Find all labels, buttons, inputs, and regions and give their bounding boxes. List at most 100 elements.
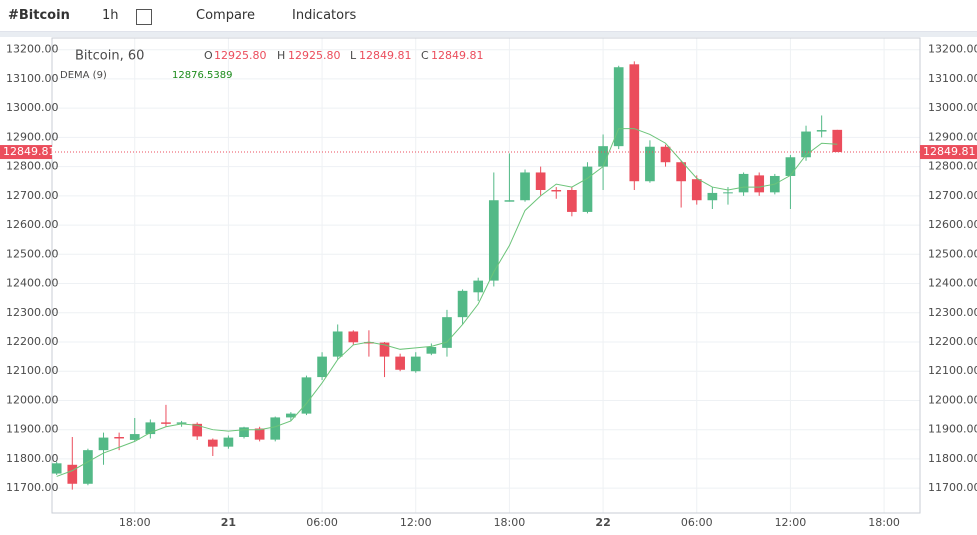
candle-body xyxy=(114,437,124,439)
low-key: L xyxy=(350,49,357,62)
candle-body xyxy=(707,192,718,201)
x-tick-label: 22 xyxy=(595,516,610,529)
candle-body xyxy=(691,179,702,201)
y-tick-label-right: 12200.00 xyxy=(928,335,977,348)
chart-type-icon[interactable] xyxy=(136,9,152,25)
indicator-value: 12876.5389 xyxy=(172,70,232,81)
candle-body xyxy=(83,450,93,484)
candle-body xyxy=(473,280,484,293)
y-tick-label-right: 12400.00 xyxy=(928,277,977,290)
candle-body xyxy=(504,200,515,202)
x-tick-label: 21 xyxy=(221,516,236,529)
y-tick-label: 11800.00 xyxy=(6,452,59,465)
close-key: C xyxy=(421,49,429,62)
candle-body xyxy=(442,317,452,348)
compare[interactable]: Compare xyxy=(196,8,255,23)
close-value: 12849.81 xyxy=(431,49,484,62)
x-tick-label: 06:00 xyxy=(306,516,338,529)
last-price-box xyxy=(0,145,52,160)
candle-body xyxy=(317,356,327,378)
indicator-name: DEMA (9) xyxy=(60,70,107,81)
y-tick-label-right: 11700.00 xyxy=(928,481,977,494)
y-tick-label-right: 12300.00 xyxy=(928,306,977,319)
candle-body xyxy=(332,331,343,357)
candle-body xyxy=(551,190,562,192)
x-tick-label: 06:00 xyxy=(681,516,713,529)
candle-body xyxy=(520,172,530,201)
candle-body xyxy=(379,342,390,357)
y-tick-label: 12800.00 xyxy=(6,160,59,173)
high-value: 12925.80 xyxy=(288,49,341,62)
candle-body xyxy=(488,200,499,281)
candle-body xyxy=(51,463,62,474)
candle-body xyxy=(801,131,811,158)
y-tick-label: 12400.00 xyxy=(6,277,59,290)
x-tick-label: 18:00 xyxy=(119,516,151,529)
last-price-label: 12849.81 xyxy=(3,145,56,158)
candle-body xyxy=(223,437,234,447)
candle-body xyxy=(738,173,749,193)
candle-body xyxy=(582,166,593,212)
y-tick-label: 12900.00 xyxy=(6,130,59,143)
toolbar: #Bitcoin 1h Compare Indicators xyxy=(0,0,977,32)
indicators[interactable]: Indicators xyxy=(292,8,357,23)
y-tick-label: 11900.00 xyxy=(6,423,59,436)
candle-body xyxy=(645,146,655,182)
plot-frame xyxy=(51,37,921,514)
y-tick-label: 12300.00 xyxy=(6,306,59,319)
candle-body xyxy=(364,342,374,344)
candle-body xyxy=(67,464,78,484)
y-tick-label-right: 12000.00 xyxy=(928,393,977,406)
candle-body xyxy=(301,377,312,414)
y-tick-label: 12100.00 xyxy=(6,364,59,377)
candle-body xyxy=(723,192,733,194)
candle-body xyxy=(161,422,171,424)
y-tick-label: 13200.00 xyxy=(6,43,59,56)
candle-body xyxy=(785,157,796,176)
candle-body xyxy=(457,290,468,318)
low-value: 12849.81 xyxy=(359,49,412,62)
candle-body xyxy=(567,190,577,212)
y-tick-label-right: 12800.00 xyxy=(928,160,977,173)
x-tick-label: 12:00 xyxy=(775,516,807,529)
y-tick-label: 12000.00 xyxy=(6,393,59,406)
y-tick-label-right: 13200.00 xyxy=(928,43,977,56)
y-tick-label-right: 13100.00 xyxy=(928,72,977,85)
interval[interactable]: 1h xyxy=(102,8,119,23)
candle-body xyxy=(270,417,281,440)
y-tick-label: 12200.00 xyxy=(6,335,59,348)
candle-body xyxy=(129,434,140,440)
y-tick-label: 11700.00 xyxy=(6,481,59,494)
candle-body xyxy=(207,439,218,447)
candle-body xyxy=(254,428,265,440)
candle-body xyxy=(426,346,437,354)
candle-body xyxy=(98,437,109,451)
y-tick-label-right: 12700.00 xyxy=(928,189,977,202)
last-price-label: 12849.81 xyxy=(923,145,976,158)
indicator-line xyxy=(56,128,838,477)
y-tick-label-right: 12600.00 xyxy=(928,218,977,231)
x-tick-label: 12:00 xyxy=(400,516,432,529)
open-key: O xyxy=(204,49,213,62)
x-tick-label: 18:00 xyxy=(494,516,526,529)
last-price-box xyxy=(920,145,977,160)
candle-body xyxy=(239,427,249,437)
candle-body xyxy=(676,162,686,182)
separator xyxy=(0,32,977,37)
candle-body xyxy=(660,146,671,163)
symbol[interactable]: #Bitcoin xyxy=(8,8,70,23)
candle-body xyxy=(192,423,203,437)
candle-body xyxy=(176,422,187,424)
x-tick-label: 18:00 xyxy=(868,516,900,529)
y-tick-label-right: 11800.00 xyxy=(928,452,977,465)
candle-body xyxy=(348,331,359,343)
y-tick-label: 12700.00 xyxy=(6,189,59,202)
candle-body xyxy=(286,413,296,418)
chart-title: Bitcoin, 60 xyxy=(75,49,144,64)
candle-body xyxy=(754,175,765,193)
y-tick-label: 12600.00 xyxy=(6,218,59,231)
high-key: H xyxy=(277,49,285,62)
candle-body xyxy=(832,129,843,153)
